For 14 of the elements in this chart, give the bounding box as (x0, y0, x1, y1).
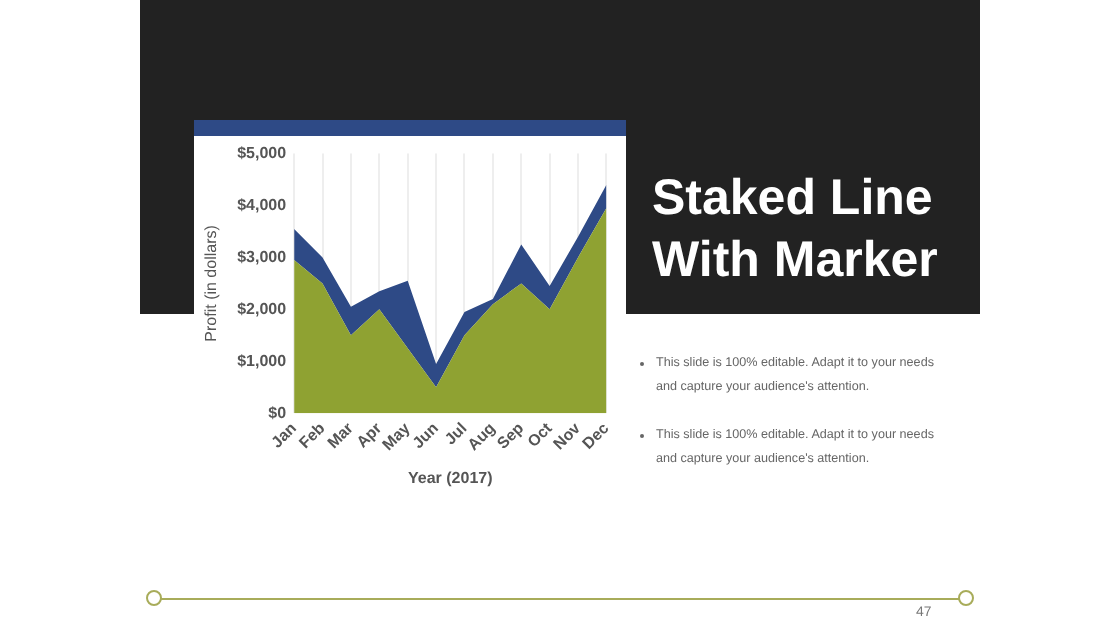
x-tick-label: Jun (409, 419, 443, 453)
y-tick-label: $2,000 (237, 299, 288, 318)
x-tick-label: Sep (493, 419, 528, 453)
x-tick-label: Mar (324, 419, 357, 453)
y-tick-label: $3,000 (237, 247, 288, 266)
x-tick-label: Jan (267, 419, 301, 452)
y-tick-label: $0 (268, 403, 288, 422)
y-axis-title: Profit (in dollars) (202, 224, 221, 342)
y-tick-label: $4,000 (237, 195, 288, 214)
x-tick-label: Feb (295, 419, 329, 453)
y-tick-label: $1,000 (237, 351, 288, 370)
text: Staked Line With Marker (652, 168, 940, 292)
y-tick-label: $5,000 (237, 144, 288, 163)
x-axis-title: Year (2017) (408, 468, 494, 487)
